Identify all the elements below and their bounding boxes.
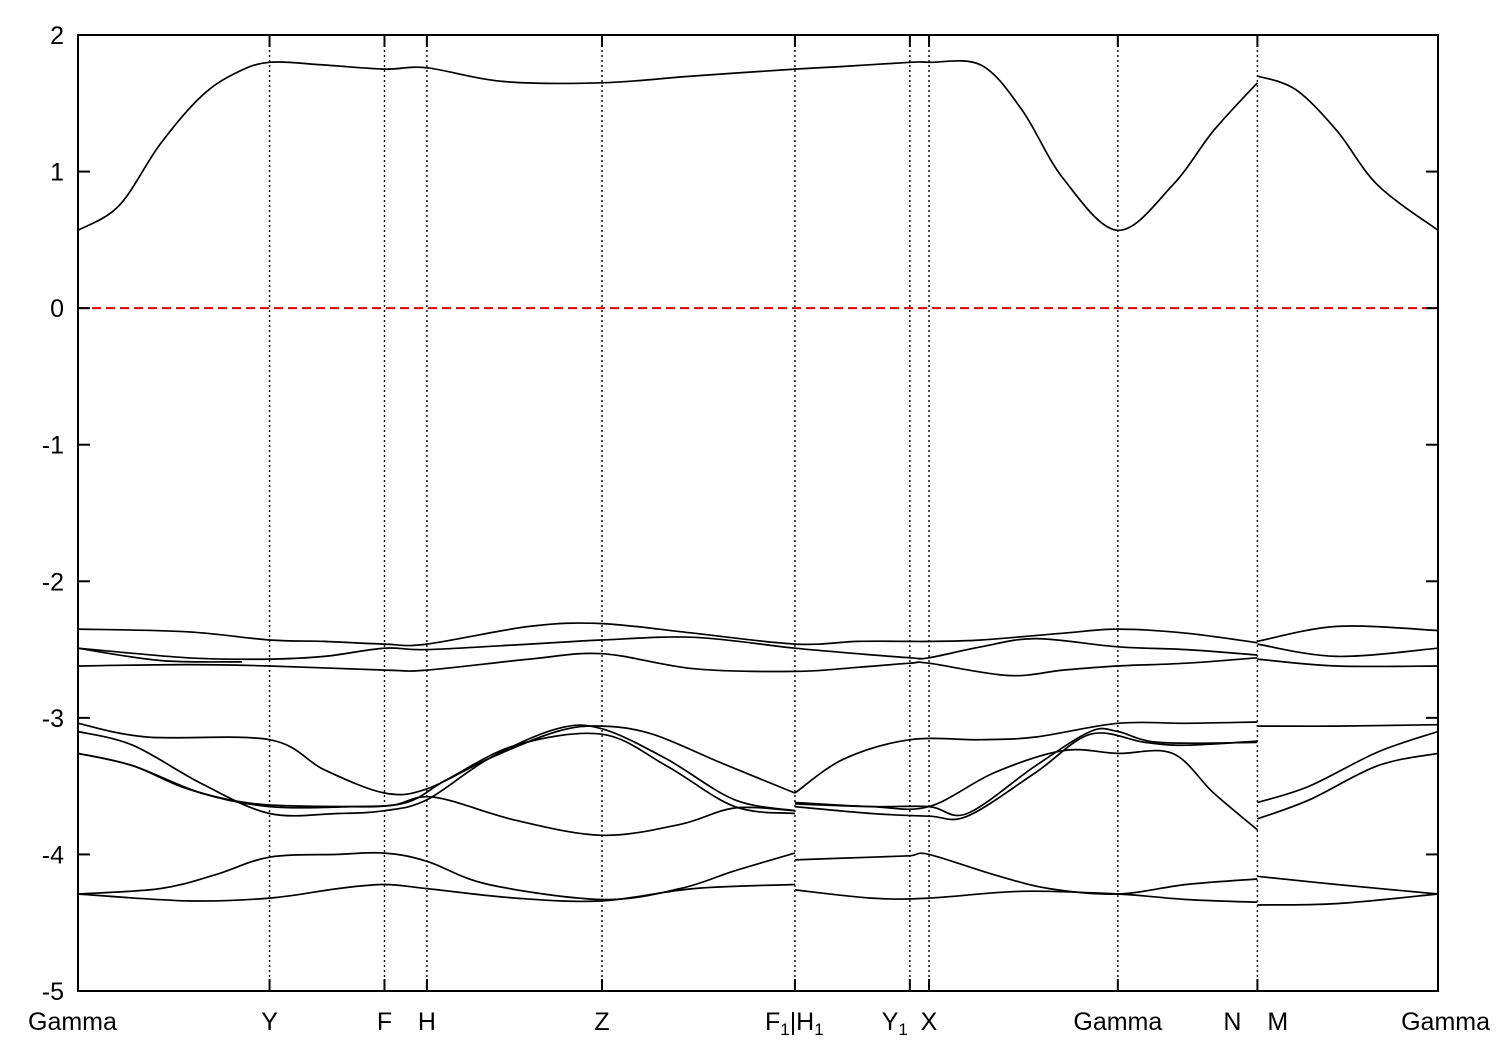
x-kpoint-label: F xyxy=(377,1008,392,1036)
band-line xyxy=(1257,730,1439,804)
y-tick-label: 1 xyxy=(50,159,64,187)
band-line xyxy=(794,852,1258,895)
band-line xyxy=(1257,75,1439,231)
band-line xyxy=(77,636,1258,661)
band-line xyxy=(794,732,1258,821)
band-line xyxy=(1257,643,1439,658)
band-line xyxy=(77,59,1259,232)
band-line xyxy=(1257,893,1439,906)
x-kpoint-label: Gamma xyxy=(1401,1008,1490,1036)
band-line xyxy=(77,724,796,817)
y-tick-label: 0 xyxy=(50,295,64,323)
kpoint-dividers xyxy=(268,35,1259,991)
y-tick-label: -3 xyxy=(42,705,64,733)
band-line xyxy=(794,727,1258,817)
x-kpoint-label: Y1 xyxy=(882,1008,908,1039)
band-line xyxy=(77,722,796,796)
band-line xyxy=(1257,723,1439,728)
x-kpoint-label: F1|H1 xyxy=(765,1008,824,1039)
band-line xyxy=(1257,752,1439,820)
x-kpoint-label: X xyxy=(921,1008,938,1036)
x-axis-kpoint-labels: Gamma Y F H Z F1|H1 Y1 X Gamma N M Gamma xyxy=(28,35,1490,1039)
y-axis-ticks: 2 1 0 -1 -2 -3 -4 -5 xyxy=(42,22,1438,1006)
band-line xyxy=(1257,875,1439,895)
x-kpoint-label: Z xyxy=(594,1008,609,1036)
band-line xyxy=(77,732,796,815)
band-line xyxy=(794,721,1258,794)
y-tick-label: -4 xyxy=(42,841,64,869)
band-line xyxy=(1257,658,1439,668)
band-line xyxy=(77,752,795,837)
band-line xyxy=(77,647,243,663)
band-line xyxy=(77,883,795,903)
bands xyxy=(77,59,1439,906)
band-line xyxy=(77,851,796,901)
y-tick-label: -1 xyxy=(42,432,64,460)
band-line xyxy=(1257,625,1439,643)
x-kpoint-label: Y xyxy=(261,1008,278,1036)
x-kpoint-label: Gamma xyxy=(28,1008,117,1036)
plot-frame xyxy=(77,34,1439,992)
y-tick-label: 2 xyxy=(50,22,64,50)
x-kpoint-label: H xyxy=(418,1008,436,1036)
x-kpoint-label: N xyxy=(1223,1008,1241,1036)
band-line xyxy=(77,652,1258,677)
band-line xyxy=(77,622,1258,647)
y-tick-label: -2 xyxy=(42,568,64,596)
x-kpoint-label: M xyxy=(1267,1008,1288,1036)
band-line xyxy=(794,748,1258,831)
band-line xyxy=(794,889,1258,904)
x-kpoint-label: Gamma xyxy=(1073,1008,1162,1036)
y-tick-label: -5 xyxy=(42,978,64,1006)
